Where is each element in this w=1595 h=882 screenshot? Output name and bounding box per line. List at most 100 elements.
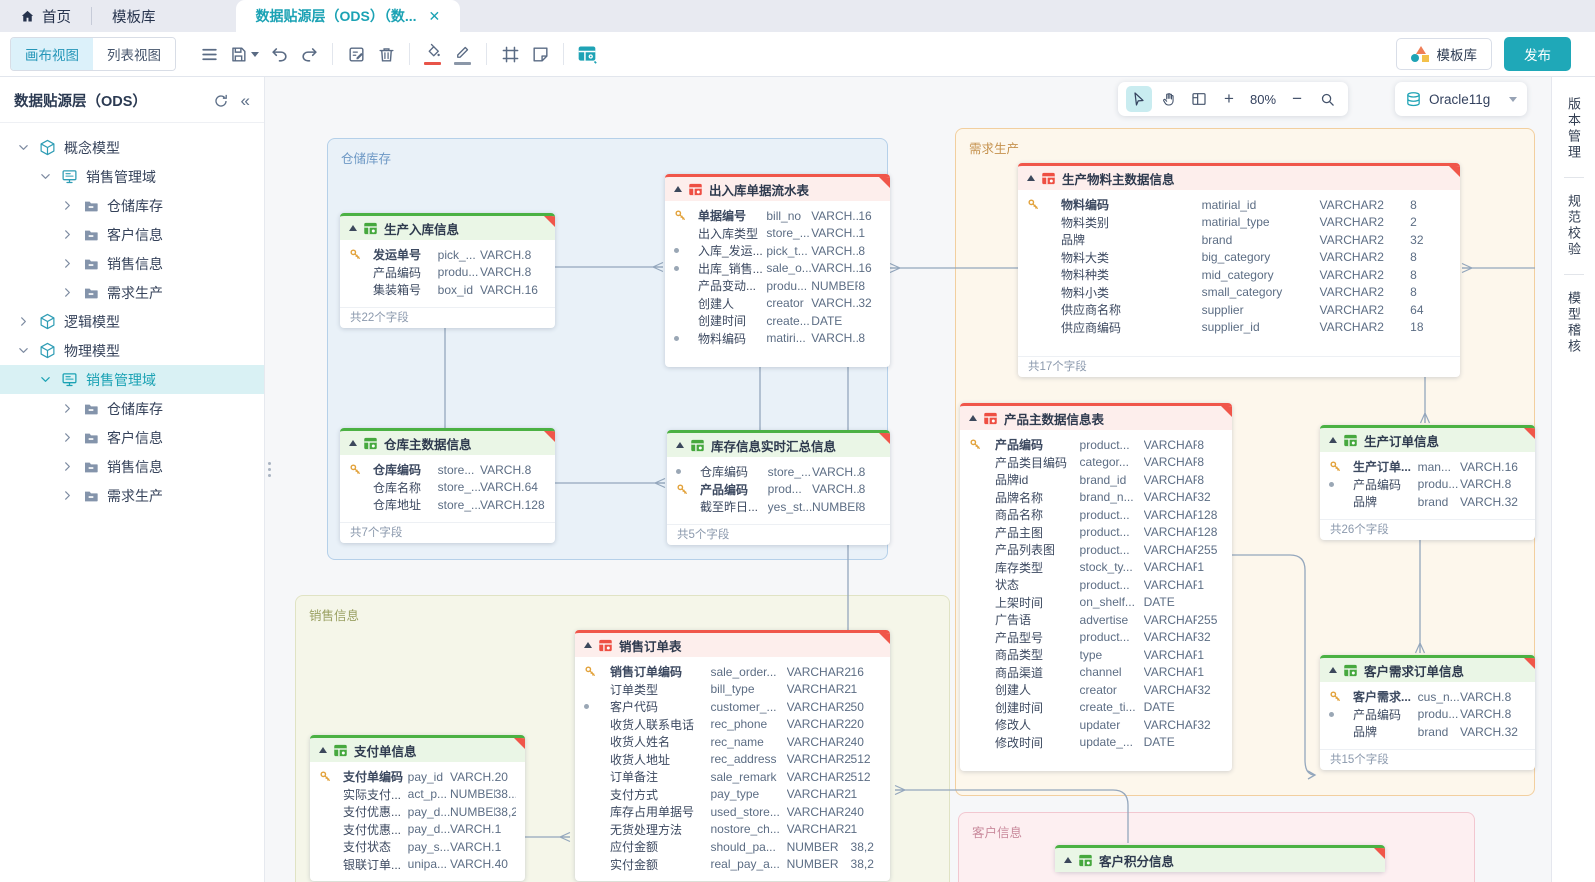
field-row[interactable]: 品牌 brand VARCH...32 [1320,493,1535,511]
menu-icon[interactable] [194,39,224,69]
field-row[interactable]: 库存占用单据号 used_store... VARCHAR2 40 [575,803,890,821]
right-panel-版本管理[interactable]: 版本管理 [1566,97,1581,161]
collapse-icon[interactable] [676,442,684,448]
field-row[interactable]: 商品名称 product... VARCHAR2128 [960,506,1232,524]
chevron-down-icon[interactable] [40,171,52,182]
chevron-right-icon[interactable] [62,461,74,472]
field-row[interactable]: 集装箱号 box_id VARCH...16 [340,281,555,299]
field-row[interactable]: 支付方式 pay_type VARCHAR2 1 [575,786,890,804]
entity-生产订单信息[interactable]: 生产订单信息生产订单...man...VARCH...16产品编码produ..… [1320,425,1535,540]
field-row[interactable]: 物料种类 mid_category VARCHAR2 8 [1018,266,1460,284]
field-row[interactable]: 订单备注 sale_remark VARCHAR2 512 [575,768,890,786]
tree-item-需求生产[interactable]: 需求生产 [0,278,264,307]
zoom-in-icon[interactable]: + [1224,89,1234,108]
select-cursor-icon[interactable] [1126,86,1152,112]
entity-header[interactable]: 产品主数据信息表 [960,403,1232,430]
tab-close-icon[interactable]: ✕ [428,7,441,24]
chevron-right-icon[interactable] [62,200,74,211]
collapse-icon[interactable] [1329,437,1337,443]
field-row[interactable]: 出入库类型 store_... VARCH... 1 [665,225,890,243]
field-row[interactable]: 产品编码 produ...VARCH...8 [1320,476,1535,494]
entity-出入库单据流水表[interactable]: 出入库单据流水表 单据编号 bill_no VARCH... 16 出入库类型 store_… [665,174,890,367]
tree-item-仓储库存[interactable]: 仓储库存 [0,394,264,423]
entity-客户需求订单信息[interactable]: 客户需求订单信息客户需求...cus_n...VARCH...8产品编码prod… [1320,655,1535,770]
line-color-icon[interactable] [448,39,478,69]
chevron-right-icon[interactable] [62,229,74,240]
field-row[interactable]: 仓库编码 store... VARCH...8 [340,461,555,479]
field-row[interactable]: 产品编码 prod... VARCH... 8 [667,481,890,499]
collapse-icon[interactable] [349,440,357,446]
field-row[interactable]: 客户代码 customer_... VARCHAR2 50 [575,698,890,716]
chevron-right-icon[interactable] [62,432,74,443]
entity-header[interactable]: 销售订单表 [575,630,890,657]
tree-item-客户信息[interactable]: 客户信息 [0,220,264,249]
field-row[interactable]: 销售订单编码 sale_order... VARCHAR2 16 [575,663,890,681]
panel-resize-handle[interactable] [268,462,271,477]
chevron-down-icon[interactable] [40,374,52,385]
entity-header[interactable]: 库存信息实时汇总信息 [667,430,890,457]
collapse-sidebar-icon[interactable]: « [240,90,250,110]
field-row[interactable]: 品牌 brand VARCHAR2 32 [1018,231,1460,249]
field-row[interactable]: 物料大类 big_category VARCHAR2 8 [1018,249,1460,267]
entity-header[interactable]: 仓库主数据信息 [340,428,555,455]
tree-item-仓储库存[interactable]: 仓储库存 [0,191,264,220]
field-row[interactable]: 物料小类 small_category VARCHAR2 8 [1018,284,1460,302]
field-row[interactable]: 仓库名称 store_...VARCH...64 [340,479,555,497]
field-row[interactable]: 广告语 advertise VARCHAR2255 [960,611,1232,629]
field-row[interactable]: 物料类别 matirial_type VARCHAR2 2 [1018,214,1460,232]
field-row[interactable]: 收货人联系电话 rec_phone VARCHAR2 20 [575,716,890,734]
field-row[interactable]: 品牌 brand VARCH...32 [1320,723,1535,741]
field-row[interactable]: 实际支付... act_p...NUMBER38... [310,786,525,804]
field-row[interactable]: 单据编号 bill_no VARCH... 16 [665,207,890,225]
field-row[interactable]: 产品编码 produ...VARCH...8 [340,264,555,282]
entity-header[interactable]: 生产入库信息 [340,213,555,240]
save-icon[interactable] [224,39,264,69]
entity-库存信息实时汇总信息[interactable]: 库存信息实时汇总信息 仓库编码 store_... VARCH... 8 产品编码 prod… [667,430,890,545]
publish-button[interactable]: 发布 [1504,37,1571,71]
tree-item-销售管理域[interactable]: 销售管理域 [0,365,264,394]
undo-icon[interactable] [264,39,294,69]
entity-仓库主数据信息[interactable]: 仓库主数据信息仓库编码store...VARCH...8仓库名称store_..… [340,428,555,543]
tree-item-销售管理域[interactable]: 销售管理域 [0,162,264,191]
field-row[interactable]: 客户需求... cus_n...VARCH...8 [1320,688,1535,706]
collapse-icon[interactable] [319,747,327,753]
tab-active-model[interactable]: 数据贴源层（ODS）（数... ✕ [235,0,461,32]
note-icon[interactable] [525,39,555,69]
field-row[interactable]: 实付金额 real_pay_a... NUMBER 38,2 [575,856,890,874]
field-row[interactable]: 产品主图 product... VARCHAR2128 [960,524,1232,542]
chevron-down-icon[interactable] [18,142,30,153]
zoom-out-icon[interactable]: − [1292,89,1302,108]
collapse-icon[interactable] [969,415,977,421]
chevron-right-icon[interactable] [62,403,74,414]
field-row[interactable]: 修改时间 update_... DATE [960,734,1232,752]
tree-item-概念模型[interactable]: 概念模型 [0,133,264,162]
fill-color-icon[interactable] [418,39,448,69]
collapse-icon[interactable] [674,186,682,192]
chevron-right-icon[interactable] [62,490,74,501]
right-panel-模型稽核[interactable]: 模型稽核 [1566,291,1581,355]
frame-icon[interactable] [495,39,525,69]
chevron-down-icon[interactable] [18,345,30,356]
field-row[interactable]: 供应商编码 supplier_id VARCHAR2 18 [1018,319,1460,337]
entity-客户积分信息[interactable]: 客户积分信息 [1055,845,1385,872]
refresh-icon[interactable] [213,93,229,109]
tree-item-需求生产[interactable]: 需求生产 [0,481,264,510]
entity-header[interactable]: 生产订单信息 [1320,425,1535,452]
redo-icon[interactable] [294,39,324,69]
field-row[interactable]: 创建人 creator VARCH... 32 [665,295,890,313]
field-row[interactable]: 无货处理方法 nostore_ch... VARCHAR2 1 [575,821,890,839]
chevron-right-icon[interactable] [18,316,30,327]
field-row[interactable]: 生产订单... man... VARCH...16 [1320,458,1535,476]
nav-home[interactable]: 首页 [0,0,91,32]
field-row[interactable]: 出库_销售... sale_o... VARCH... 16 [665,260,890,278]
